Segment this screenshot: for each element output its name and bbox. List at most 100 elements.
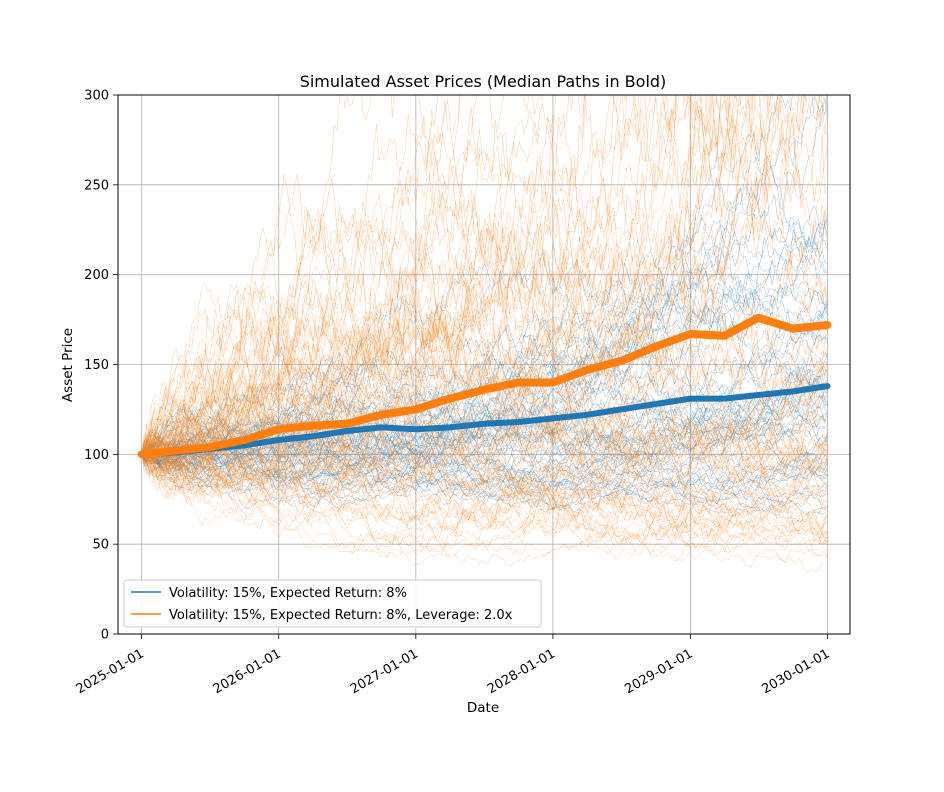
simulated-path-series-2 [141,402,828,544]
simulated-paths [141,95,828,573]
simulated-path-series-2 [141,268,828,475]
simulated-path-series-2 [141,396,828,521]
simulated-path-series-2 [141,430,828,563]
x-axis-title: Date [467,700,499,716]
simulated-path-series-1 [141,379,828,465]
simulated-path-series-2 [141,95,762,466]
legend-label-series-2: Volatility: 15%, Expected Return: 8%, Le… [169,608,513,623]
simulated-path-series-2 [141,107,828,471]
simulated-path-series-1 [141,443,828,502]
simulated-path-series-2 [141,435,828,544]
simulated-path-series-2 [141,433,828,568]
simulated-path-series-2 [141,200,828,455]
simulated-path-series-1 [141,417,828,492]
simulated-path-series-2 [141,284,828,521]
simulated-path-series-1 [141,333,828,481]
simulated-path-series-2 [141,382,828,539]
simulated-path-series-1 [141,383,828,489]
simulated-path-series-2 [141,422,828,551]
legend-label-series-1: Volatility: 15%, Expected Return: 8% [169,586,407,601]
simulated-path-series-1 [141,423,828,487]
simulated-path-series-1 [141,273,828,464]
simulated-path-series-1 [141,454,828,500]
simulated-path-series-1 [141,295,828,455]
legend-box [123,579,542,628]
simulated-path-series-1 [141,220,828,455]
simulated-path-series-2 [141,369,828,530]
simulated-path-series-2 [141,95,731,455]
simulated-path-series-1 [141,440,828,513]
simulated-path-series-1 [141,373,828,478]
simulated-path-series-2 [141,95,769,465]
simulated-path-series-2 [141,447,828,573]
simulated-path-series-1 [141,273,828,455]
simulated-path-series-2 [141,95,611,455]
simulated-path-series-2 [141,388,828,528]
simulated-path-series-2 [141,243,828,471]
simulated-path-series-1 [141,395,828,490]
simulated-path-series-2 [141,197,828,459]
simulated-path-series-2 [141,446,828,541]
y-axis-title: Asset Price [60,328,76,402]
y-tick-label: 200 [84,268,109,283]
simulated-path-series-2 [141,99,828,461]
simulated-path-series-2 [141,337,828,492]
simulated-path-series-1 [141,395,828,497]
simulated-path-series-2 [141,133,828,458]
simulated-path-series-1 [141,308,828,461]
y-tick-label: 300 [84,89,109,104]
simulated-path-series-2 [141,405,828,559]
simulated-path-series-1 [141,438,828,488]
simulated-path-series-2 [141,295,828,529]
simulated-path-series-2 [141,407,828,517]
simulated-path-series-2 [141,349,828,534]
simulated-path-series-2 [141,355,828,540]
legend: Volatility: 15%, Expected Return: 8% Vol… [123,579,542,628]
simulated-path-series-2 [141,407,828,546]
simulated-path-series-2 [141,95,676,455]
simulated-path-series-2 [141,95,587,455]
simulated-path-series-2 [141,313,828,461]
simulated-path-series-2 [141,388,828,557]
y-tick-label: 0 [101,628,109,643]
simulated-path-series-2 [141,95,822,474]
simulated-path-series-2 [141,428,828,541]
simulated-path-series-2 [141,329,828,514]
simulated-path-series-1 [141,370,828,469]
simulated-path-series-1 [141,427,828,490]
simulated-path-series-1 [141,414,828,484]
simulated-path-series-2 [141,281,828,455]
simulated-path-series-2 [141,445,828,532]
simulated-path-series-2 [141,95,805,476]
simulated-path-series-1 [141,224,828,455]
simulated-path-series-2 [141,95,439,461]
simulated-path-series-1 [141,414,828,508]
simulated-path-series-2 [141,371,828,528]
simulated-path-series-2 [141,275,828,467]
simulated-path-series-2 [141,95,652,469]
simulated-path-series-2 [141,304,828,491]
simulated-path-series-2 [141,424,828,539]
simulated-path-series-2 [141,95,805,487]
simulated-path-series-2 [141,95,722,469]
simulated-path-series-2 [141,95,734,455]
simulated-path-series-2 [141,95,713,458]
simulated-path-series-2 [141,389,828,538]
simulated-path-series-2 [141,95,800,475]
simulated-path-series-1 [141,405,828,504]
simulated-path-series-2 [141,95,773,495]
simulated-path-series-2 [141,95,591,455]
chart-title: Simulated Asset Prices (Median Paths in … [300,72,667,91]
simulated-path-series-1 [141,360,828,460]
simulated-path-series-2 [141,95,828,455]
simulated-path-series-1 [141,367,828,455]
simulated-path-series-1 [141,447,828,517]
simulated-path-series-1 [141,370,828,468]
simulated-path-series-1 [141,95,821,477]
simulated-path-series-2 [141,427,828,495]
simulated-path-series-1 [141,186,828,458]
simulated-path-series-2 [141,402,828,479]
plot-area [117,94,851,635]
simulated-path-series-2 [141,95,828,479]
